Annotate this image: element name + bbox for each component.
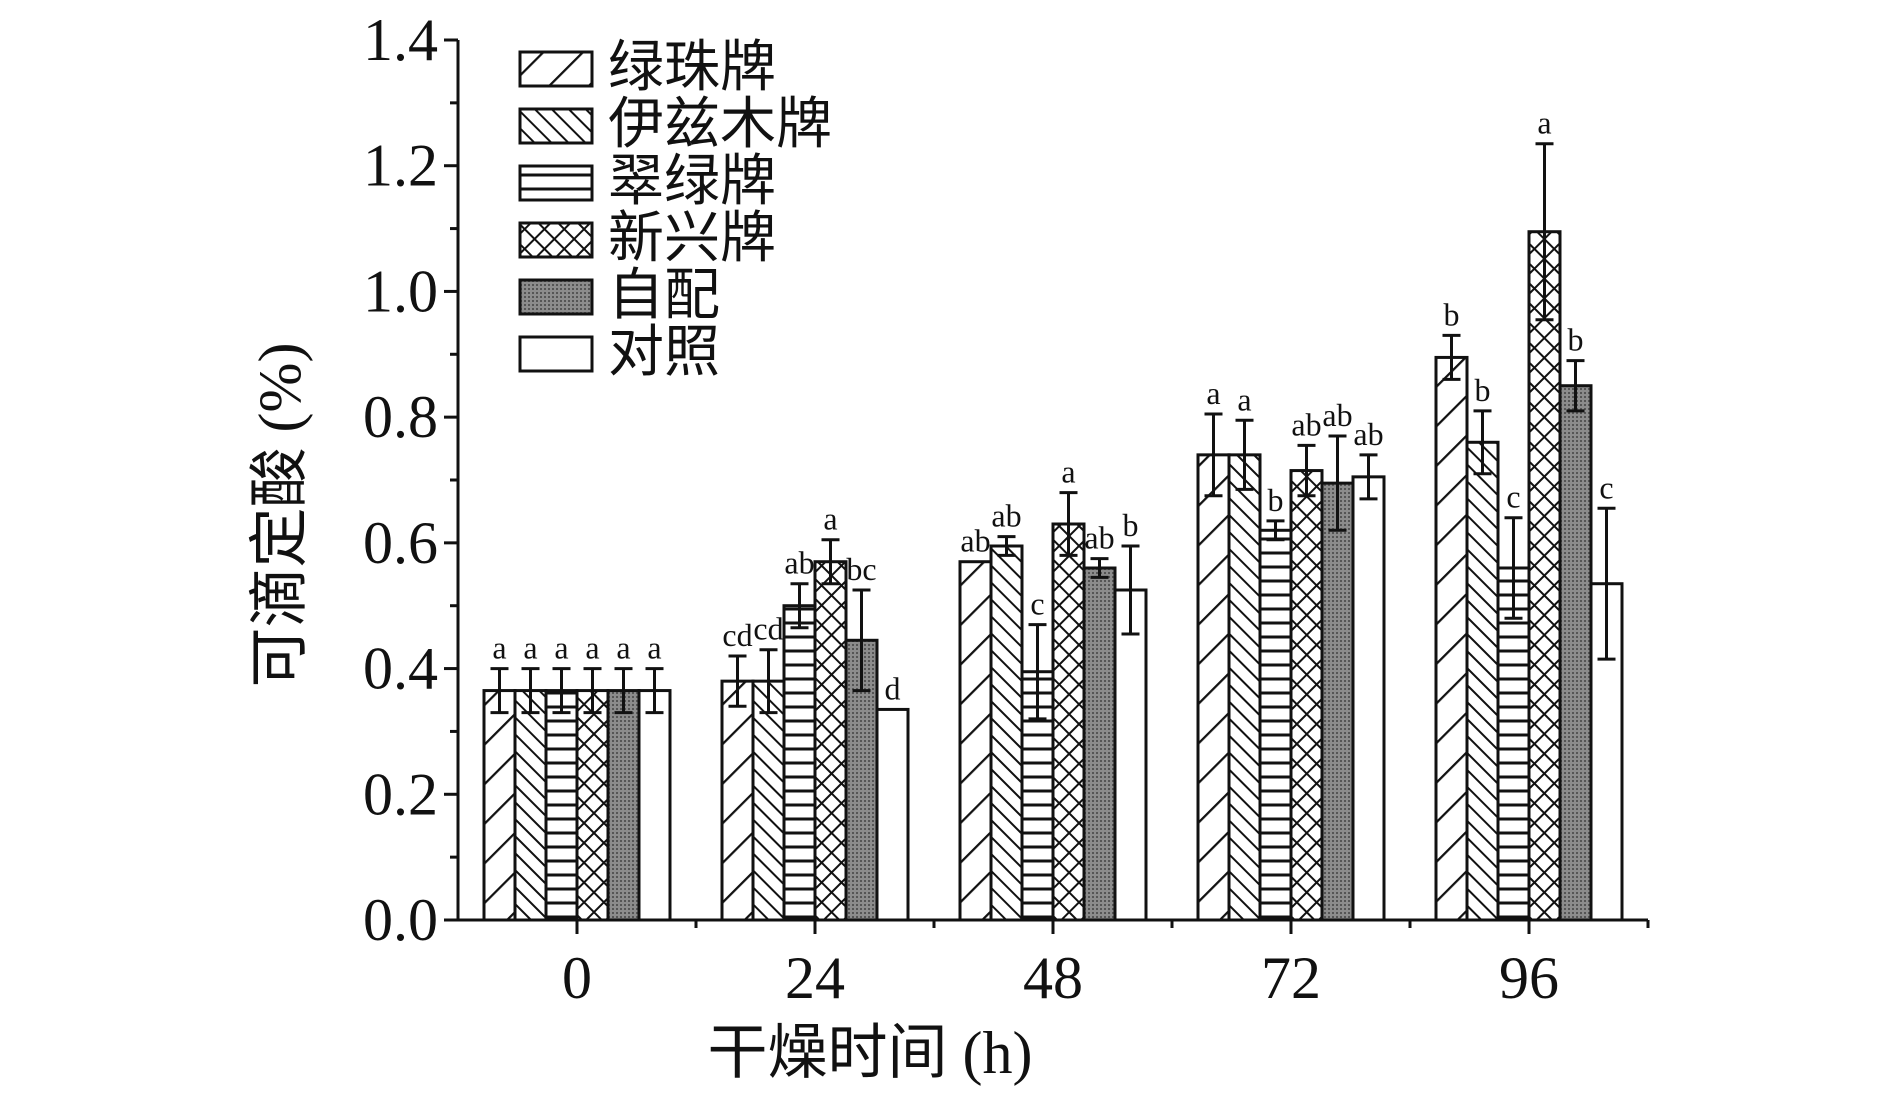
bar: [1258, 528, 1293, 922]
bar: [606, 689, 641, 922]
y-tick-label: 0.8: [363, 384, 438, 450]
bar: [544, 689, 579, 922]
significance-label: b: [1268, 482, 1284, 518]
legend-swatch: [518, 164, 594, 202]
bar: [1434, 355, 1469, 922]
bar: [1527, 230, 1562, 922]
significance-label: c: [1030, 586, 1044, 622]
significance-label: a: [823, 501, 837, 537]
bar: [1051, 522, 1086, 922]
bar: [1496, 566, 1531, 922]
significance-label: a: [1237, 381, 1251, 417]
significance-label: ab: [784, 545, 814, 581]
significance-label: a: [554, 630, 568, 666]
error-bars: [490, 142, 1616, 721]
legend-label: 自配: [608, 265, 720, 327]
bar: [1320, 481, 1355, 922]
significance-label: c: [1506, 479, 1520, 515]
significance-label: a: [585, 630, 599, 666]
significance-label: a: [523, 630, 537, 666]
legend-swatch: [518, 221, 594, 259]
y-tick-label: 1.4: [363, 7, 438, 73]
significance-label: c: [1599, 469, 1613, 505]
bar: [1465, 440, 1500, 922]
significance-label: ab: [1322, 397, 1352, 433]
bar: [1020, 670, 1055, 922]
y-axis-title: 可滴定酸 (%): [247, 343, 313, 688]
bar: [1082, 566, 1117, 922]
significance-label: bc: [846, 551, 876, 587]
bar: [751, 679, 786, 922]
bar: [482, 689, 517, 922]
legend-label: 绿珠牌: [608, 37, 776, 99]
significance-label: b: [1475, 372, 1491, 408]
legend-label: 新兴牌: [608, 208, 776, 270]
bar: [782, 604, 817, 922]
y-tick-label: 1.2: [363, 133, 438, 199]
bar: [575, 689, 610, 922]
significance-label: a: [1206, 375, 1220, 411]
bar: [813, 560, 848, 922]
significance-label: ab: [1353, 416, 1383, 452]
legend-label: 翠绿牌: [608, 151, 776, 213]
y-tick-label: 0.2: [363, 761, 438, 827]
significance-label: b: [1568, 322, 1584, 358]
significance-label: a: [647, 630, 661, 666]
x-tick-label: 0: [562, 945, 592, 1011]
legend-swatch: [518, 278, 594, 316]
bar: [1113, 588, 1148, 922]
legend-swatch: [518, 107, 594, 145]
x-axis-title: 干燥时间 (h): [708, 1020, 1033, 1086]
significance-label: a: [492, 630, 506, 666]
significance-label: a: [1061, 454, 1075, 490]
y-ticks: 0.0 0.2 0.4 0.6 0.8 1.0 1.2 1.4: [363, 7, 458, 953]
bar: [637, 689, 672, 922]
x-tick-label: 72: [1261, 945, 1321, 1011]
significance-label: ab: [960, 523, 990, 559]
y-tick-label: 0.4: [363, 636, 438, 702]
x-ticks: 0 24 48 72 96: [562, 920, 1650, 1011]
y-tick-label: 1.0: [363, 258, 438, 324]
y-tick-label: 0.0: [363, 887, 438, 953]
bar: [1289, 469, 1324, 922]
bar: [989, 544, 1024, 922]
significance-label: b: [1444, 296, 1460, 332]
bar: [875, 707, 910, 922]
significance-label: ab: [1291, 406, 1321, 442]
legend-swatch: [518, 50, 594, 88]
bar: [513, 689, 548, 922]
significance-label: b: [1123, 507, 1139, 543]
significance-label: a: [1537, 105, 1551, 141]
bar: [1558, 384, 1593, 922]
bar: [1227, 453, 1262, 922]
bar: [720, 679, 755, 922]
significance-label: cd: [722, 617, 752, 653]
x-tick-label: 48: [1023, 945, 1083, 1011]
significance-label: d: [885, 670, 901, 706]
legend-label: 伊兹木牌: [608, 94, 832, 156]
significance-label: ab: [991, 498, 1021, 534]
bar: [1351, 475, 1386, 922]
x-tick-label: 24: [785, 945, 845, 1011]
legend-label: 对照: [608, 322, 720, 384]
bar: [958, 560, 993, 922]
significance-label: a: [616, 630, 630, 666]
significance-label: ab: [1084, 520, 1114, 556]
significance-label: cd: [753, 611, 783, 647]
y-tick-label: 0.6: [363, 510, 438, 576]
bar: [1196, 453, 1231, 922]
x-tick-label: 96: [1499, 945, 1559, 1011]
legend-swatch: [518, 335, 594, 373]
